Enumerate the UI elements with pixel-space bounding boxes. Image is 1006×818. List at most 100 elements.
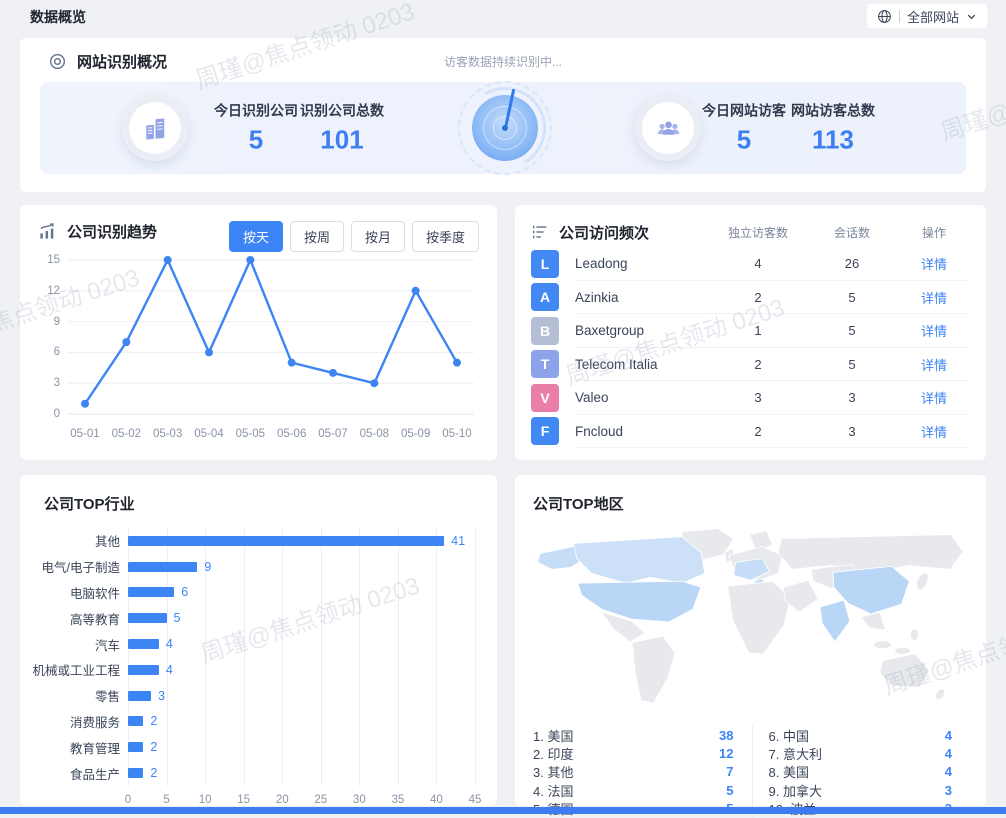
details-link[interactable]: 详情 bbox=[920, 424, 947, 440]
bar bbox=[128, 664, 159, 675]
x-tick-label: 45 bbox=[468, 793, 482, 806]
company-avatar: F bbox=[531, 417, 559, 446]
company-icon bbox=[122, 95, 188, 161]
map-region-middle-east bbox=[782, 579, 819, 613]
stat-strip: 今日识别公司 5 识别公司总数 101 今日 bbox=[40, 82, 966, 174]
details-link[interactable]: 详情 bbox=[920, 391, 947, 407]
bar-category-label: 零售 bbox=[94, 690, 120, 705]
map-region-se-asia bbox=[860, 611, 887, 631]
map-region-africa bbox=[727, 580, 791, 655]
y-tick-label: 15 bbox=[47, 254, 60, 266]
bar-category-label: 其他 bbox=[94, 535, 120, 550]
data-point bbox=[453, 358, 461, 367]
bar-category-label: 机械或工业工程 bbox=[32, 664, 120, 679]
bar bbox=[128, 561, 198, 572]
regions-title: 公司TOP地区 bbox=[533, 496, 624, 513]
trend-tabs: 按天 按周 按月 按季度 bbox=[228, 221, 479, 252]
x-tick-label: 05-01 bbox=[70, 428, 100, 440]
company-name: Baxetgroup bbox=[575, 323, 645, 339]
trend-title: 公司识别趋势 bbox=[67, 224, 158, 241]
col-header-visitors: 独立访客数 bbox=[727, 225, 788, 240]
gridline bbox=[475, 528, 476, 786]
company-avatar: V bbox=[531, 383, 559, 412]
x-tick-label: 05-03 bbox=[152, 428, 183, 440]
table-row: B Baxetgroup 1 5 详情 bbox=[531, 314, 970, 348]
bar-row: 2 bbox=[128, 734, 475, 760]
bar-row: 4 bbox=[128, 631, 475, 657]
region-value: 5 bbox=[726, 782, 734, 798]
gridline bbox=[397, 528, 399, 786]
site-selector-label: 全部网站 bbox=[906, 9, 959, 25]
visitors-count: 1 bbox=[754, 323, 762, 339]
sessions-count: 3 bbox=[848, 390, 856, 406]
sessions-count: 3 bbox=[848, 423, 856, 439]
globe-icon bbox=[877, 9, 892, 24]
stat-today-companies: 今日识别公司 5 bbox=[214, 102, 298, 155]
trend-line bbox=[84, 256, 459, 405]
divider bbox=[898, 9, 900, 23]
map-region-new-zealand bbox=[935, 688, 946, 701]
x-tick-label: 05-02 bbox=[111, 428, 142, 440]
map-region-united-states bbox=[577, 580, 702, 623]
region-value: 38 bbox=[719, 727, 734, 743]
company-avatar: T bbox=[531, 350, 559, 379]
visitors-count: 4 bbox=[754, 256, 762, 272]
trend-tab-1[interactable]: 按天 bbox=[228, 221, 283, 252]
bar-row: 2 bbox=[128, 760, 475, 786]
data-point bbox=[246, 256, 255, 264]
visitors-count: 2 bbox=[754, 423, 762, 439]
map-region-alaska bbox=[537, 546, 587, 570]
bar bbox=[128, 613, 167, 624]
bar bbox=[128, 716, 144, 727]
sessions-count: 5 bbox=[848, 323, 856, 339]
stat-total-companies: 识别公司总数 101 bbox=[300, 102, 384, 155]
region-name: 6. 中国 bbox=[768, 728, 809, 744]
map-region-europe-highlight bbox=[733, 557, 770, 581]
region-value: 12 bbox=[719, 746, 734, 762]
gridline bbox=[282, 528, 284, 786]
bar-value-label: 4 bbox=[165, 662, 173, 677]
visits-title: 公司访问频次 bbox=[559, 224, 650, 242]
company-name: Valeo bbox=[575, 390, 609, 406]
map-region-japan bbox=[916, 572, 929, 591]
details-link[interactable]: 详情 bbox=[920, 257, 947, 273]
details-link[interactable]: 详情 bbox=[920, 357, 947, 373]
gridline bbox=[320, 528, 322, 786]
bar-row: 5 bbox=[128, 605, 475, 631]
map-region-philippines bbox=[910, 628, 919, 642]
bar bbox=[128, 587, 175, 598]
overview-title: 网站识别概况 bbox=[77, 54, 168, 71]
region-list-item: 7. 意大利 4 bbox=[769, 744, 953, 762]
bar-value-label: 4 bbox=[165, 637, 173, 652]
bar-category-label: 消费服务 bbox=[69, 715, 120, 730]
region-list-item: 9. 加拿大 3 bbox=[769, 781, 953, 799]
map-region-canada bbox=[573, 536, 706, 584]
x-tick-label: 05-08 bbox=[359, 428, 390, 440]
radar-scanning-icon bbox=[472, 88, 538, 161]
bar-x-axis: 0 5 10 15 20 25 30 35 40 45 bbox=[125, 786, 482, 806]
trend-line-chart: 0 3 6 9 12 15 05-01 05-02 05-03 05-04 05-05 05-06 05… bbox=[38, 252, 479, 452]
bar-category-label: 高等教育 bbox=[69, 612, 120, 627]
bottom-accent-bar bbox=[0, 807, 1006, 814]
bar-value-label: 41 bbox=[451, 533, 466, 548]
details-link[interactable]: 详情 bbox=[920, 290, 947, 306]
trend-tab-3[interactable]: 按月 bbox=[350, 221, 405, 252]
bar bbox=[128, 639, 159, 650]
trend-tab-2[interactable]: 按周 bbox=[289, 221, 344, 252]
region-name: 8. 美国 bbox=[768, 765, 809, 781]
region-value: 4 bbox=[944, 727, 952, 743]
visitors-count: 2 bbox=[754, 289, 762, 305]
region-name: 9. 加拿大 bbox=[768, 783, 822, 799]
bar-category-label: 汽车 bbox=[94, 638, 120, 653]
x-tick-label: 20 bbox=[275, 793, 289, 806]
bar-value-label: 5 bbox=[173, 611, 181, 626]
site-selector-dropdown[interactable]: 全部网站 bbox=[865, 3, 988, 29]
trend-tab-4[interactable]: 按季度 bbox=[411, 221, 479, 252]
bar bbox=[128, 768, 144, 779]
details-link[interactable]: 详情 bbox=[920, 324, 947, 340]
region-list-item: 8. 美国 4 bbox=[769, 763, 953, 781]
x-tick-label: 10 bbox=[198, 793, 212, 806]
